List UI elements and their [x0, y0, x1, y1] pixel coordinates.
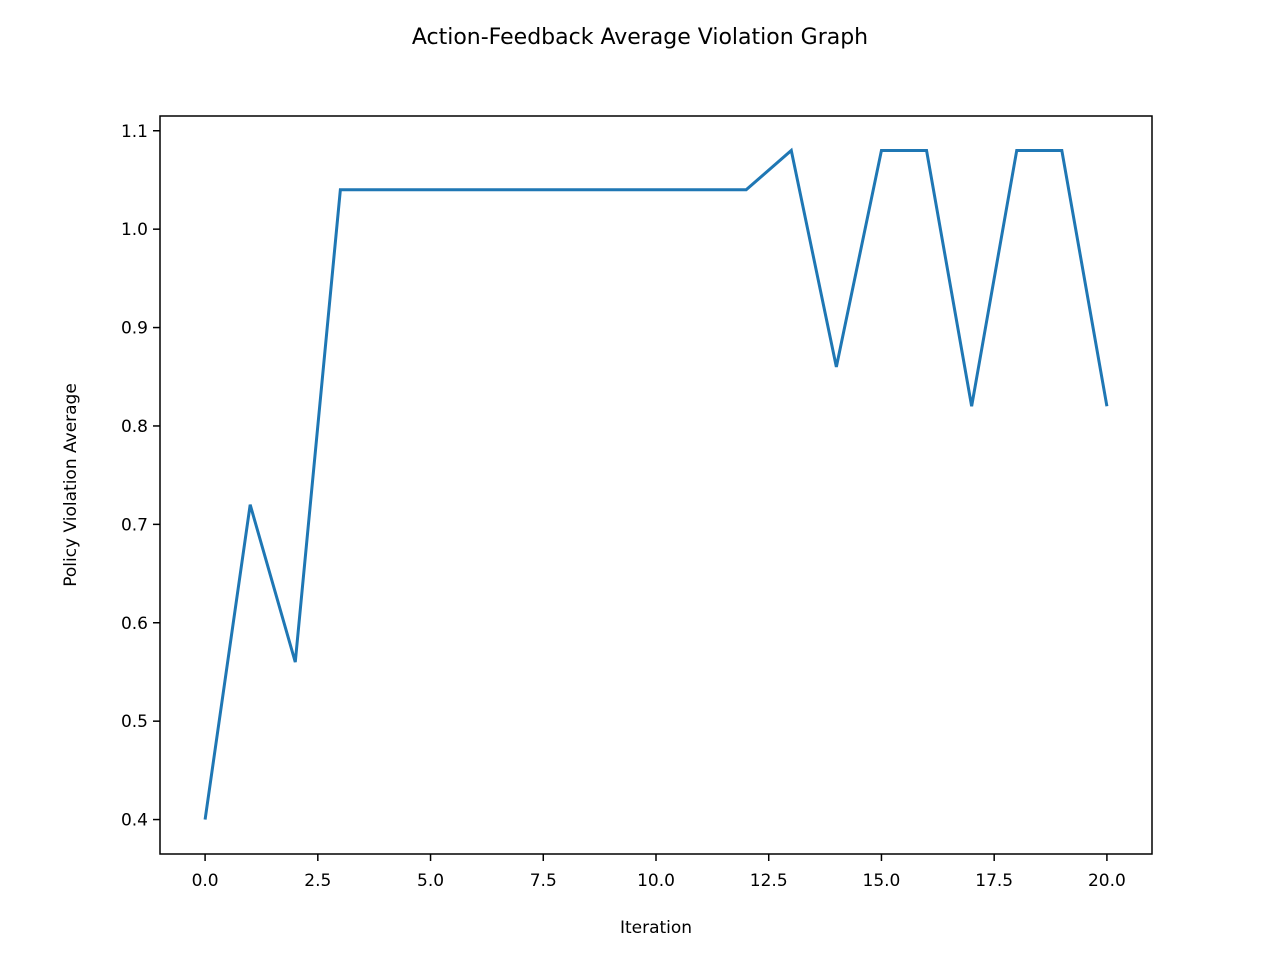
x-tick-label: 0.0 [192, 871, 219, 891]
series-line-0 [203, 147, 1109, 820]
y-tick-label: 0.4 [121, 811, 148, 831]
y-tick-label: 1.0 [121, 220, 148, 240]
x-tick-label: 17.5 [975, 871, 1013, 891]
x-tick-label: 7.5 [530, 871, 557, 891]
y-tick-label: 1.1 [121, 122, 148, 142]
x-axis-label: Iteration [620, 918, 692, 938]
y-tick-label: 0.8 [121, 417, 148, 437]
x-tick-label: 10.0 [637, 871, 675, 891]
x-tick-label: 5.0 [417, 871, 444, 891]
x-tick-label: 12.5 [750, 871, 788, 891]
x-tick-label: 20.0 [1088, 871, 1126, 891]
x-tick-label: 15.0 [863, 871, 901, 891]
x-tick-label: 2.5 [304, 871, 331, 891]
plot-area: 0.0 2.5 5.0 7.5 10.0 12.5 15.0 17.5 20.0 0.4 0.5 0.… [121, 115, 1153, 891]
chart-title: Action-Feedback Average Violation Graph [412, 25, 868, 50]
y-tick-label: 0.5 [121, 712, 148, 732]
y-tick-label: 0.6 [121, 614, 148, 634]
y-tick-label: 0.7 [121, 515, 148, 535]
y-tick-label: 0.9 [121, 319, 148, 339]
y-axis-label: Policy Violation Average [61, 383, 81, 587]
